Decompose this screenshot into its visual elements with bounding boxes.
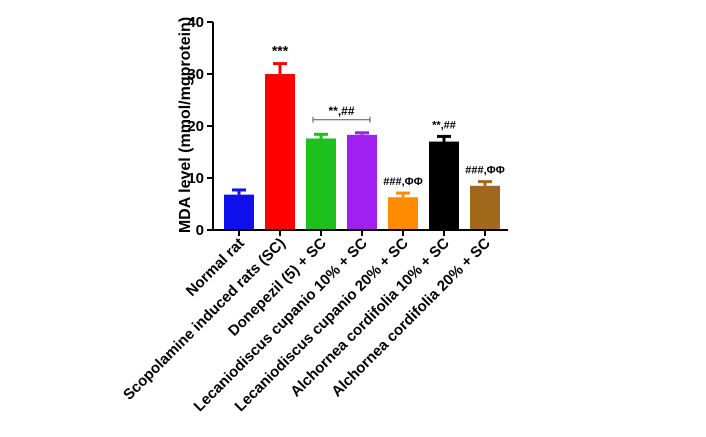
bar [306, 138, 336, 230]
y-axis: 0 10 20 30 40 [187, 14, 214, 239]
bar [470, 185, 500, 230]
bar [347, 134, 377, 230]
y-tick-label: 0 [196, 222, 204, 239]
bar [265, 74, 295, 230]
significance-label: **,## [328, 104, 354, 118]
significance-label: ###,ΦΦ [465, 165, 504, 177]
significance-label: ###,ΦΦ [383, 176, 422, 188]
y-tick-label: 20 [187, 118, 204, 135]
bar [388, 197, 418, 230]
annotations: *** **,## ###,ΦΦ **,## ###,ΦΦ [272, 43, 505, 188]
significance-label: **,## [432, 119, 456, 131]
bars [224, 62, 500, 230]
significance-label: *** [272, 43, 289, 59]
bar [224, 194, 254, 230]
bar [429, 141, 459, 230]
y-tick-label: 30 [187, 66, 204, 83]
y-tick-label: 40 [187, 14, 204, 31]
y-axis-label: MDA level (mmol/mgprotein) [177, 17, 194, 233]
y-tick-label: 10 [187, 170, 204, 187]
